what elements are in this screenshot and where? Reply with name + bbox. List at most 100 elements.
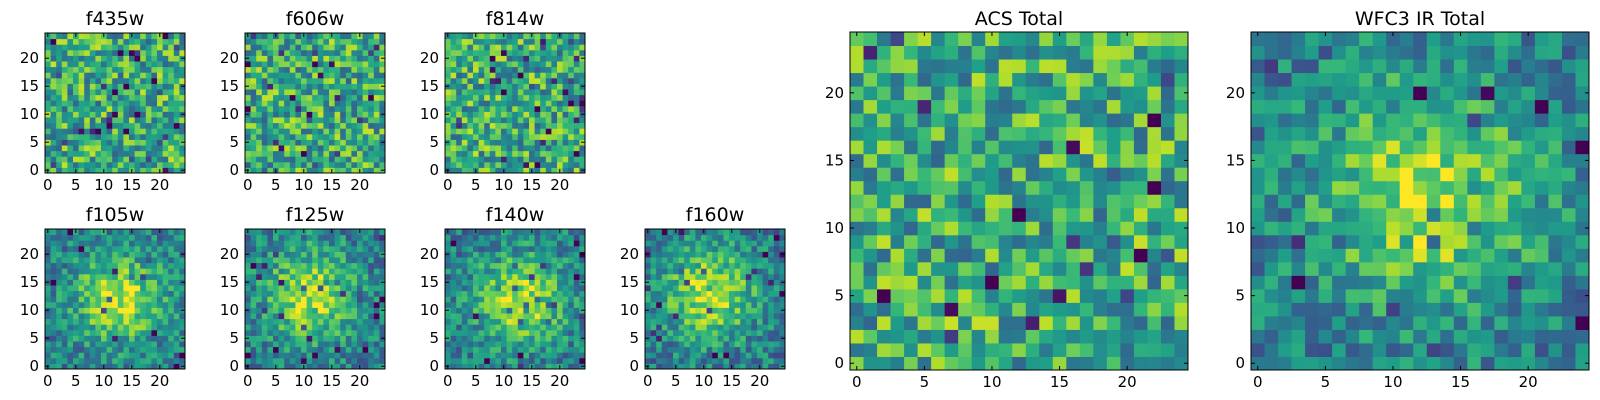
heatmap-cell <box>357 122 364 129</box>
heatmap-cell <box>101 341 108 348</box>
heatmap-cell <box>67 77 74 84</box>
heatmap-cell <box>368 161 375 168</box>
heatmap-cell <box>256 234 263 241</box>
heatmap-cell <box>95 245 102 252</box>
heatmap-cell <box>523 329 530 336</box>
heatmap-cell <box>334 313 341 320</box>
heatmap-cell <box>84 245 91 252</box>
heatmap-cell <box>557 234 564 241</box>
y-tick-label: 5 <box>629 329 639 347</box>
heatmap-cell <box>712 262 719 269</box>
heatmap-cell <box>484 262 491 269</box>
heatmap-cell <box>695 341 702 348</box>
heatmap-cell <box>467 262 474 269</box>
heatmap-cell <box>473 111 480 118</box>
heatmap-cell <box>450 156 457 163</box>
heatmap-cell <box>84 324 91 331</box>
heatmap-cell <box>512 341 519 348</box>
heatmap-cell <box>1052 180 1067 195</box>
heatmap-cell <box>151 245 158 252</box>
heatmap-cell <box>467 61 474 68</box>
heatmap-cell <box>689 240 696 247</box>
heatmap-cell <box>579 89 586 96</box>
heatmap-cell <box>295 128 302 135</box>
heatmap-cell <box>273 128 280 135</box>
heatmap-cell <box>301 240 308 247</box>
heatmap-cell <box>145 156 152 163</box>
heatmap-cell <box>985 221 1000 236</box>
heatmap-cell <box>573 307 580 314</box>
heatmap-cell <box>379 341 386 348</box>
heatmap-cell <box>512 145 519 152</box>
heatmap-cell <box>89 268 96 275</box>
heatmap-cell <box>557 77 564 84</box>
heatmap-cell <box>484 117 491 124</box>
axes-frame <box>444 32 586 174</box>
heatmap-cell <box>573 49 580 56</box>
heatmap-cell <box>351 167 358 174</box>
heatmap-cell <box>173 352 180 359</box>
heatmap-cell <box>295 139 302 146</box>
heatmap-cell <box>334 105 341 112</box>
heatmap-cell <box>579 329 586 336</box>
heatmap-cell <box>273 268 280 275</box>
heatmap-cell <box>101 133 108 140</box>
heatmap-cell <box>112 77 119 84</box>
heatmap-cell <box>450 357 457 364</box>
heatmap-cell <box>467 83 474 90</box>
heatmap-cell <box>278 324 285 331</box>
heatmap-cell <box>112 72 119 79</box>
heatmap-cell <box>473 251 480 258</box>
heatmap-cell <box>501 128 508 135</box>
heatmap-cell <box>134 167 141 174</box>
heatmap-cell <box>157 268 164 275</box>
heatmap-cell <box>50 83 57 90</box>
heatmap-cell <box>162 245 169 252</box>
heatmap-cell <box>101 94 108 101</box>
heatmap-cell <box>368 117 375 124</box>
heatmap-cell <box>877 221 892 236</box>
heatmap-cell <box>95 83 102 90</box>
heatmap-cell <box>1106 302 1121 317</box>
heatmap-cell <box>351 77 358 84</box>
heatmap-cell <box>295 296 302 303</box>
heatmap-cell <box>157 285 164 292</box>
heatmap-cell <box>1039 315 1054 330</box>
heatmap-cell <box>706 262 713 269</box>
heatmap-cell <box>673 285 680 292</box>
heatmap-cell <box>473 268 480 275</box>
heatmap-cell <box>289 229 296 236</box>
heatmap-cell <box>689 346 696 353</box>
heatmap-cell <box>495 122 502 129</box>
heatmap-cell <box>678 357 685 364</box>
heatmap-cell <box>334 234 341 241</box>
heatmap-cell <box>740 251 747 258</box>
heatmap-cell <box>345 94 352 101</box>
heatmap-cell <box>456 335 463 342</box>
heatmap-cell <box>301 234 308 241</box>
heatmap-cell <box>301 44 308 51</box>
heatmap-cell <box>484 94 491 101</box>
y-tick-label: 10 <box>20 301 39 319</box>
heatmap-cell <box>689 363 696 370</box>
heatmap-cell <box>95 318 102 325</box>
heatmap-cell <box>489 94 496 101</box>
heatmap-cell <box>50 352 57 359</box>
heatmap-cell <box>379 257 386 264</box>
heatmap-cell <box>351 313 358 320</box>
heatmap-cell <box>284 229 291 236</box>
heatmap-cell <box>484 346 491 353</box>
heatmap-cell <box>456 122 463 129</box>
heatmap-cell <box>495 139 502 146</box>
heatmap-cell <box>351 89 358 96</box>
heatmap-cell <box>467 324 474 331</box>
heatmap-cell <box>140 38 147 45</box>
heatmap-cell <box>312 290 319 297</box>
heatmap-cell <box>112 329 119 336</box>
heatmap-cell <box>373 251 380 258</box>
heatmap-cell <box>1093 342 1108 357</box>
heatmap-cell <box>78 290 85 297</box>
heatmap-cell <box>461 234 468 241</box>
heatmap-cell <box>379 324 386 331</box>
heatmap-cell <box>179 89 186 96</box>
